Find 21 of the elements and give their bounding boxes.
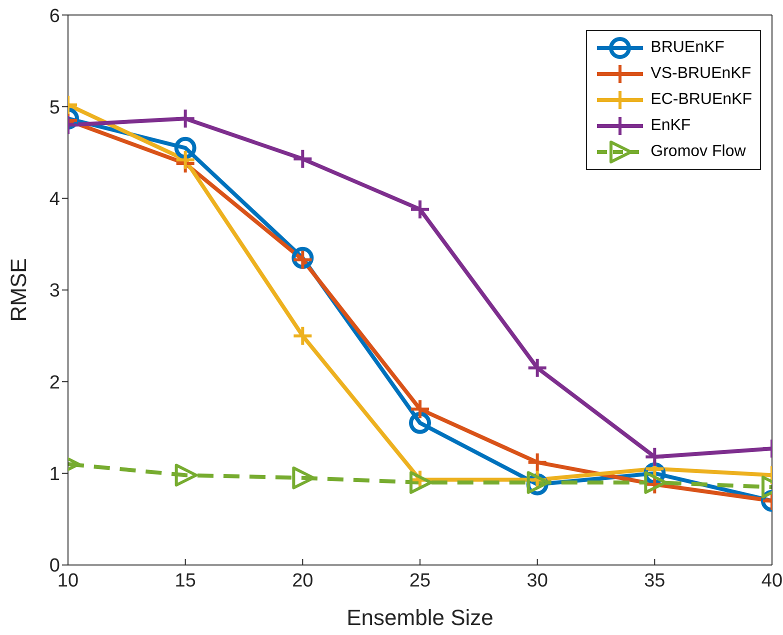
y-tick-label: 6 xyxy=(49,6,60,27)
legend-label: VS-BRUEnKF xyxy=(650,65,752,83)
x-tick-label: 15 xyxy=(174,570,196,592)
legend-label: Gromov Flow xyxy=(650,143,746,161)
y-tick-label: 5 xyxy=(49,97,60,118)
legend-label: EnKF xyxy=(650,117,691,135)
x-tick-label: 10 xyxy=(57,570,79,592)
y-tick-label: 2 xyxy=(49,372,60,394)
y-axis-title: RMSE xyxy=(6,258,31,322)
y-tick-label: 4 xyxy=(49,189,60,210)
y-tick-label: 1 xyxy=(49,464,60,486)
legend-label: EC-BRUEnKF xyxy=(650,91,752,109)
y-tick-label: 0 xyxy=(49,556,60,577)
x-tick-label: 25 xyxy=(409,570,431,592)
x-tick-label: 30 xyxy=(526,570,548,592)
y-tick-label: 3 xyxy=(49,280,60,302)
legend-label: BRUEnKF xyxy=(650,39,724,57)
x-tick-label: 20 xyxy=(292,570,314,592)
x-axis-title: Ensemble Size xyxy=(346,605,494,630)
x-tick-label: 40 xyxy=(761,570,783,592)
x-tick-label: 35 xyxy=(644,570,666,592)
